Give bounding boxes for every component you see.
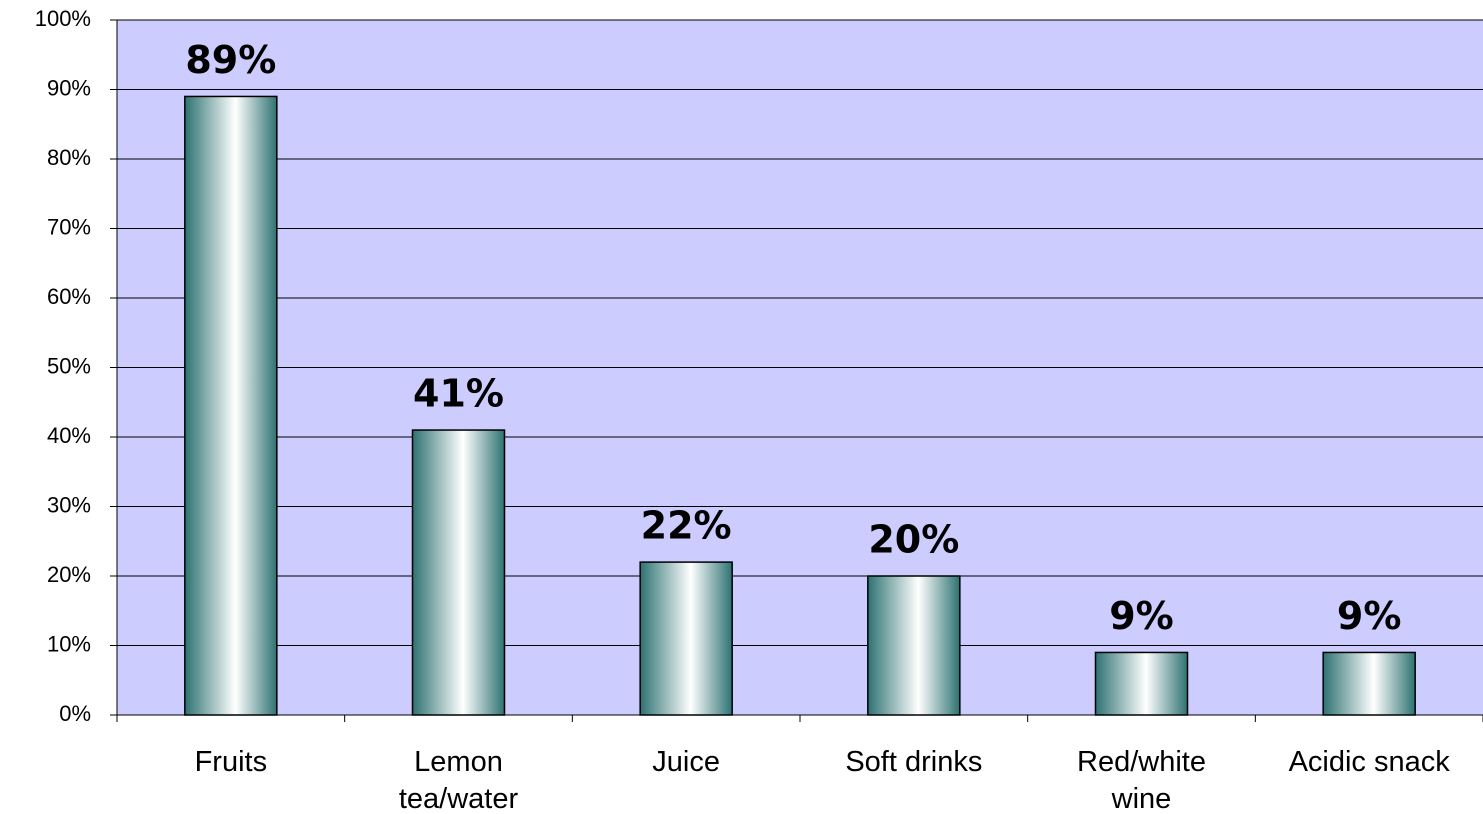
value-label: 9% bbox=[1337, 594, 1402, 638]
x-tick-label: Lemon tea/water bbox=[398, 746, 519, 814]
x-tick-label: Red/white wine bbox=[1077, 746, 1206, 814]
y-tick-label: 90% bbox=[47, 75, 91, 100]
y-tick-label: 40% bbox=[47, 423, 91, 448]
bar bbox=[639, 561, 733, 716]
y-tick-label: 60% bbox=[47, 284, 91, 309]
y-tick-label: 30% bbox=[47, 492, 91, 517]
y-tick-label: 80% bbox=[47, 145, 91, 170]
bar bbox=[1094, 651, 1189, 716]
value-label: 9% bbox=[1109, 594, 1174, 638]
y-tick-label: 70% bbox=[47, 214, 91, 239]
y-tick-label: 100% bbox=[35, 6, 91, 31]
bar bbox=[1322, 651, 1416, 716]
y-tick-label: 10% bbox=[47, 631, 91, 656]
value-label: 20% bbox=[868, 518, 959, 562]
y-tick-label: 0% bbox=[59, 701, 91, 726]
value-label: 22% bbox=[641, 504, 732, 548]
x-tick-label: Soft drinks bbox=[845, 746, 983, 778]
x-tick-label: Fruits bbox=[194, 746, 268, 778]
x-tick-label: Acidic snack bbox=[1288, 746, 1450, 778]
bar bbox=[184, 95, 278, 716]
y-tick-label: 20% bbox=[47, 562, 91, 587]
value-label: 41% bbox=[413, 372, 504, 416]
y-tick-label: 50% bbox=[47, 353, 91, 378]
bar bbox=[411, 429, 506, 716]
bar bbox=[867, 575, 961, 716]
value-label: 89% bbox=[185, 38, 276, 82]
x-tick-label: Juice bbox=[652, 746, 720, 778]
